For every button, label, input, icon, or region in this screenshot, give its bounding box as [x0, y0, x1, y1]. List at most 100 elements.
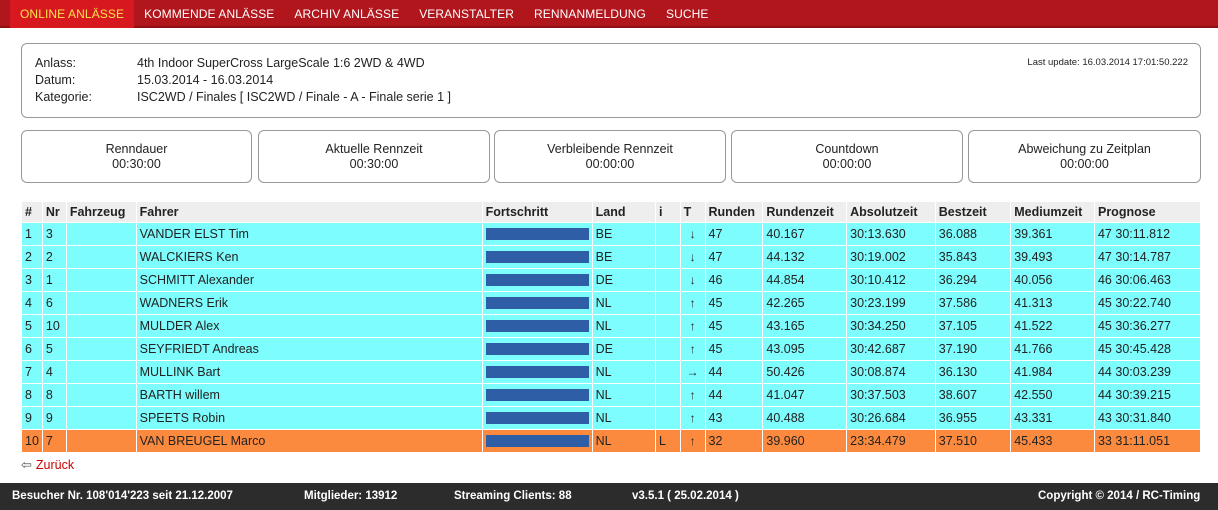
nav-kommende-anlaesse[interactable]: KOMMENDE ANLÄSSE	[144, 7, 275, 21]
col-header-i[interactable]: i	[654, 201, 681, 223]
cell-bestzeit: 37.190	[934, 337, 1012, 361]
timer-countdown: Countdown 00:00:00	[731, 130, 963, 183]
col-header-rundenzeit[interactable]: Rundenzeit	[762, 201, 848, 223]
col-header-mediumzeit[interactable]: Mediumzeit	[1010, 201, 1095, 223]
cell-bestzeit: 37.586	[934, 291, 1012, 315]
cell-trend: ↓	[679, 245, 706, 269]
table-row[interactable]: 6 5 SEYFRIEDT Andreas DE ↑ 45 43.095 30:42.687 3…	[21, 337, 1202, 361]
footer-visitors: Besucher Nr. 108'014'223 seit 21.12.2007	[12, 490, 233, 502]
arrow-up-icon: ↑	[689, 434, 696, 448]
cell-fahrer: VANDER ELST Tim	[135, 222, 483, 246]
cell-prognose: 44 30:39.215	[1093, 383, 1202, 407]
col-header-fahrer[interactable]: Fahrer	[135, 201, 483, 223]
last-update: Last update: 16.03.2014 17:01:50.222	[1027, 57, 1188, 68]
arrow-up-icon: ↑	[689, 388, 696, 402]
col-header-land[interactable]: Land	[591, 201, 656, 223]
cell-i	[654, 222, 681, 246]
cell-fortschritt	[481, 245, 593, 269]
cell-runden: 47	[704, 245, 764, 269]
col-header-trend[interactable]: T	[679, 201, 706, 223]
cell-nr: 2	[41, 245, 67, 269]
cell-fahrzeug	[65, 337, 137, 361]
timer-label: Aktuelle Rennzeit	[325, 142, 423, 156]
cell-fortschritt	[481, 429, 593, 453]
cell-nr: 10	[41, 314, 67, 338]
nav-archiv-anlaesse[interactable]: ARCHIV ANLÄSSE	[294, 7, 400, 21]
table-row[interactable]: 3 1 SCHMITT Alexander DE ↓ 46 44.854 30:10.412 3…	[21, 268, 1202, 292]
progress-bar	[485, 274, 589, 286]
cell-fahrzeug	[65, 314, 137, 338]
cell-land: NL	[591, 291, 656, 315]
nav-veranstalter[interactable]: VERANSTALTER	[419, 7, 514, 21]
top-navigation: ONLINE ANLÄSSE KOMMENDE ANLÄSSE ARCHIV A…	[0, 0, 1218, 28]
cell-mediumzeit: 39.361	[1010, 222, 1095, 246]
col-header-bestzeit[interactable]: Bestzeit	[934, 201, 1012, 223]
progress-bar	[485, 366, 589, 378]
col-header-runden[interactable]: Runden	[704, 201, 764, 223]
cell-pos: 1	[21, 222, 43, 246]
cell-trend: ↓	[679, 222, 706, 246]
col-header-absolutzeit[interactable]: Absolutzeit	[846, 201, 936, 223]
cell-absolutzeit: 30:37.503	[846, 383, 936, 407]
table-row[interactable]: 1 3 VANDER ELST Tim BE ↓ 47 40.167 30:13.630 36.…	[21, 222, 1202, 246]
col-header-prognose[interactable]: Prognose	[1093, 201, 1202, 223]
cell-absolutzeit: 30:23.199	[846, 291, 936, 315]
cell-fortschritt	[481, 337, 593, 361]
timer-label: Verbleibende Rennzeit	[547, 142, 673, 156]
cell-runden: 47	[704, 222, 764, 246]
table-row[interactable]: 9 9 SPEETS Robin NL ↑ 43 40.488 30:26.684 36.955…	[21, 406, 1202, 430]
cell-prognose: 47 30:14.787	[1093, 245, 1202, 269]
cell-rundenzeit: 41.047	[762, 383, 848, 407]
col-header-fahrzeug[interactable]: Fahrzeug	[65, 201, 137, 223]
cell-trend: ↓	[679, 268, 706, 292]
cell-prognose: 45 30:36.277	[1093, 314, 1202, 338]
arrow-down-icon: ↓	[689, 227, 696, 241]
cell-fahrzeug	[65, 383, 137, 407]
cell-pos: 4	[21, 291, 43, 315]
cell-prognose: 47 30:11.812	[1093, 222, 1202, 246]
cell-i	[654, 268, 681, 292]
cell-pos: 7	[21, 360, 43, 384]
cell-land: NL	[591, 383, 656, 407]
timer-label: Countdown	[815, 142, 879, 156]
table-row[interactable]: 7 4 MULLINK Bart NL → 44 50.426 30:08.874 36.130…	[21, 360, 1202, 384]
results-table: # Nr Fahrzeug Fahrer Fortschritt Land i …	[21, 201, 1202, 453]
cell-rundenzeit: 39.960	[762, 429, 848, 453]
table-row[interactable]: 4 6 WADNERS Erik NL ↑ 45 42.265 30:23.199 37.586…	[21, 291, 1202, 315]
cell-fahrer: WADNERS Erik	[135, 291, 483, 315]
col-header-pos[interactable]: #	[21, 201, 43, 223]
table-row[interactable]: 5 10 MULDER Alex NL ↑ 45 43.165 30:34.250 37.105…	[21, 314, 1202, 338]
cell-land: NL	[591, 314, 656, 338]
table-row[interactable]: 10 7 VAN BREUGEL Marco NL L ↑ 32 39.960 23:34.47…	[21, 429, 1202, 453]
col-header-fortschritt[interactable]: Fortschritt	[481, 201, 593, 223]
progress-bar	[485, 343, 589, 355]
cell-rundenzeit: 43.095	[762, 337, 848, 361]
cell-trend: ↑	[679, 406, 706, 430]
nav-rennanmeldung[interactable]: RENNANMELDUNG	[533, 7, 646, 21]
nav-online-anlaesse[interactable]: ONLINE ANLÄSSE	[10, 0, 135, 28]
results-body: 1 3 VANDER ELST Tim BE ↓ 47 40.167 30:13.630 36.…	[21, 222, 1202, 453]
cell-i	[654, 406, 681, 430]
event-info-box: Anlass: 4th Indoor SuperCross LargeScale…	[21, 43, 1201, 118]
cell-land: DE	[591, 268, 656, 292]
table-row[interactable]: 2 2 WALCKIERS Ken BE ↓ 47 44.132 30:19.002 35.84…	[21, 245, 1202, 269]
cell-runden: 46	[704, 268, 764, 292]
cell-prognose: 46 30:06.463	[1093, 268, 1202, 292]
cell-mediumzeit: 41.766	[1010, 337, 1095, 361]
cell-bestzeit: 36.294	[934, 268, 1012, 292]
cell-runden: 45	[704, 291, 764, 315]
cell-fahrzeug	[65, 245, 137, 269]
cell-fahrer: MULDER Alex	[135, 314, 483, 338]
cell-pos: 5	[21, 314, 43, 338]
cell-nr: 4	[41, 360, 67, 384]
nav-suche[interactable]: SUCHE	[665, 7, 709, 21]
cell-i	[654, 291, 681, 315]
cell-mediumzeit: 40.056	[1010, 268, 1095, 292]
col-header-nr[interactable]: Nr	[41, 201, 67, 223]
back-link[interactable]: ⇦ Zurück	[21, 457, 74, 473]
table-row[interactable]: 8 8 BARTH willem NL ↑ 44 41.047 30:37.503 38.607…	[21, 383, 1202, 407]
cell-i: L	[654, 429, 681, 453]
back-link-label[interactable]: Zurück	[35, 458, 75, 472]
cell-mediumzeit: 41.313	[1010, 291, 1095, 315]
cell-rundenzeit: 50.426	[762, 360, 848, 384]
